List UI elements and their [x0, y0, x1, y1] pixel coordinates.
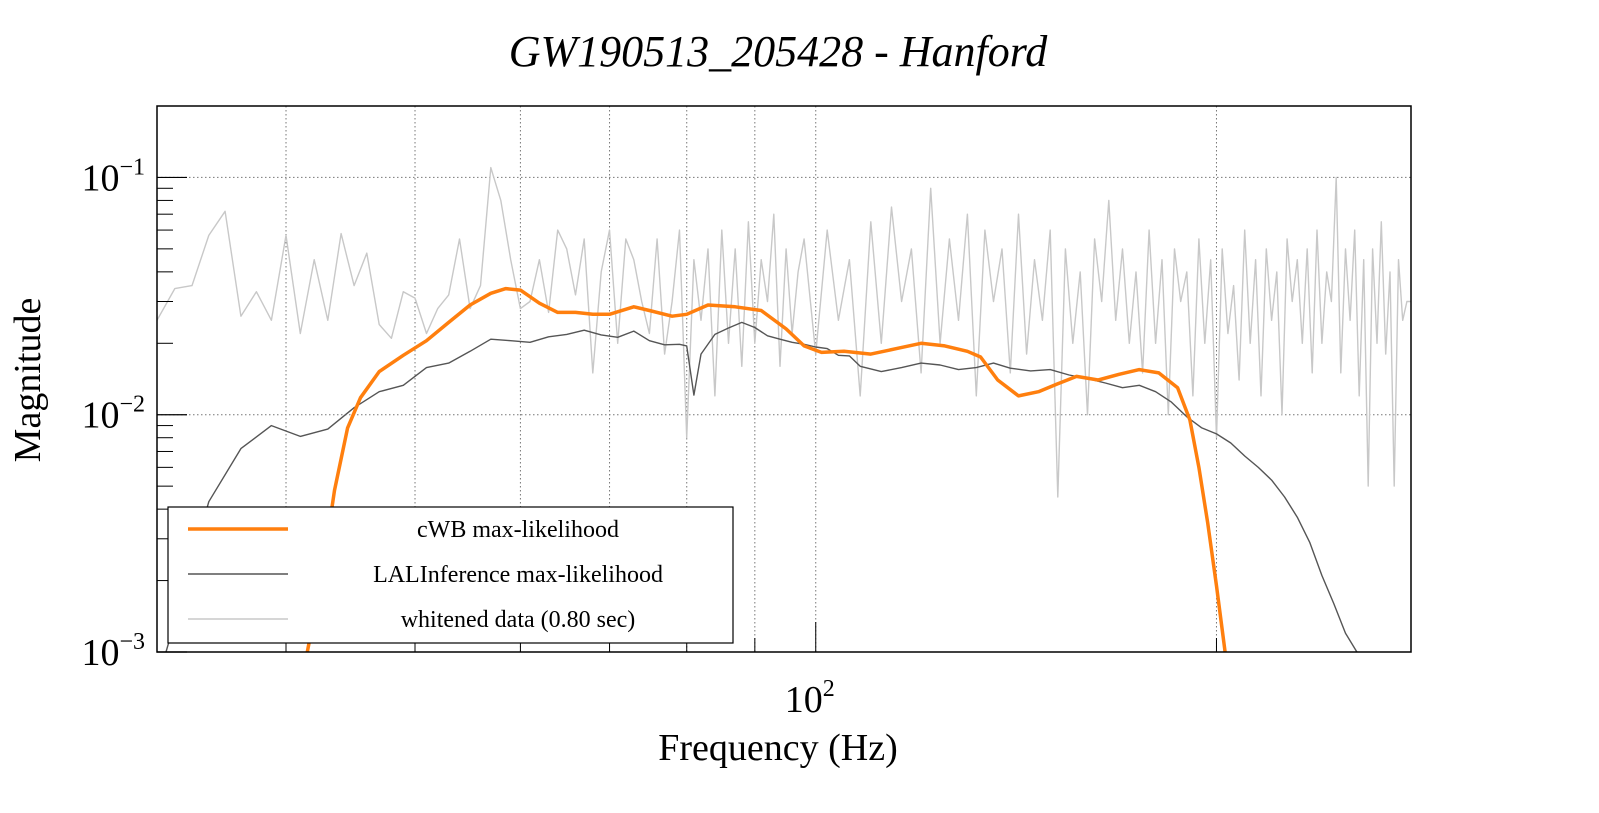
- legend-label-0: cWB max-likelihood: [417, 517, 619, 543]
- chart-title: GW190513_205428 - Hanford: [509, 27, 1049, 76]
- series-line-2: [157, 166, 1411, 498]
- series-group: [157, 166, 1411, 652]
- y-tick-label: 10−3: [81, 629, 145, 674]
- grid: [157, 106, 1411, 652]
- y-tick-label: 10−1: [81, 154, 145, 199]
- series-line-0: [305, 286, 1227, 652]
- legend-label-2: whitened data (0.80 sec): [401, 607, 636, 633]
- tick-labels: 10−1 10−2 10−3 102: [81, 154, 834, 721]
- ticks: [157, 105, 1217, 653]
- plot-frame: [156, 105, 1412, 653]
- x-tick-label: 102: [785, 676, 835, 721]
- series-line-1: [165, 321, 1358, 652]
- y-tick-label: 10−2: [81, 392, 145, 437]
- x-axis-label: Frequency (Hz): [658, 727, 898, 769]
- legend: cWB max-likelihood LALInference max-likel…: [167, 506, 734, 644]
- legend-label-1: LALInference max-likelihood: [373, 562, 663, 588]
- y-axis-label: Magnitude: [7, 298, 49, 463]
